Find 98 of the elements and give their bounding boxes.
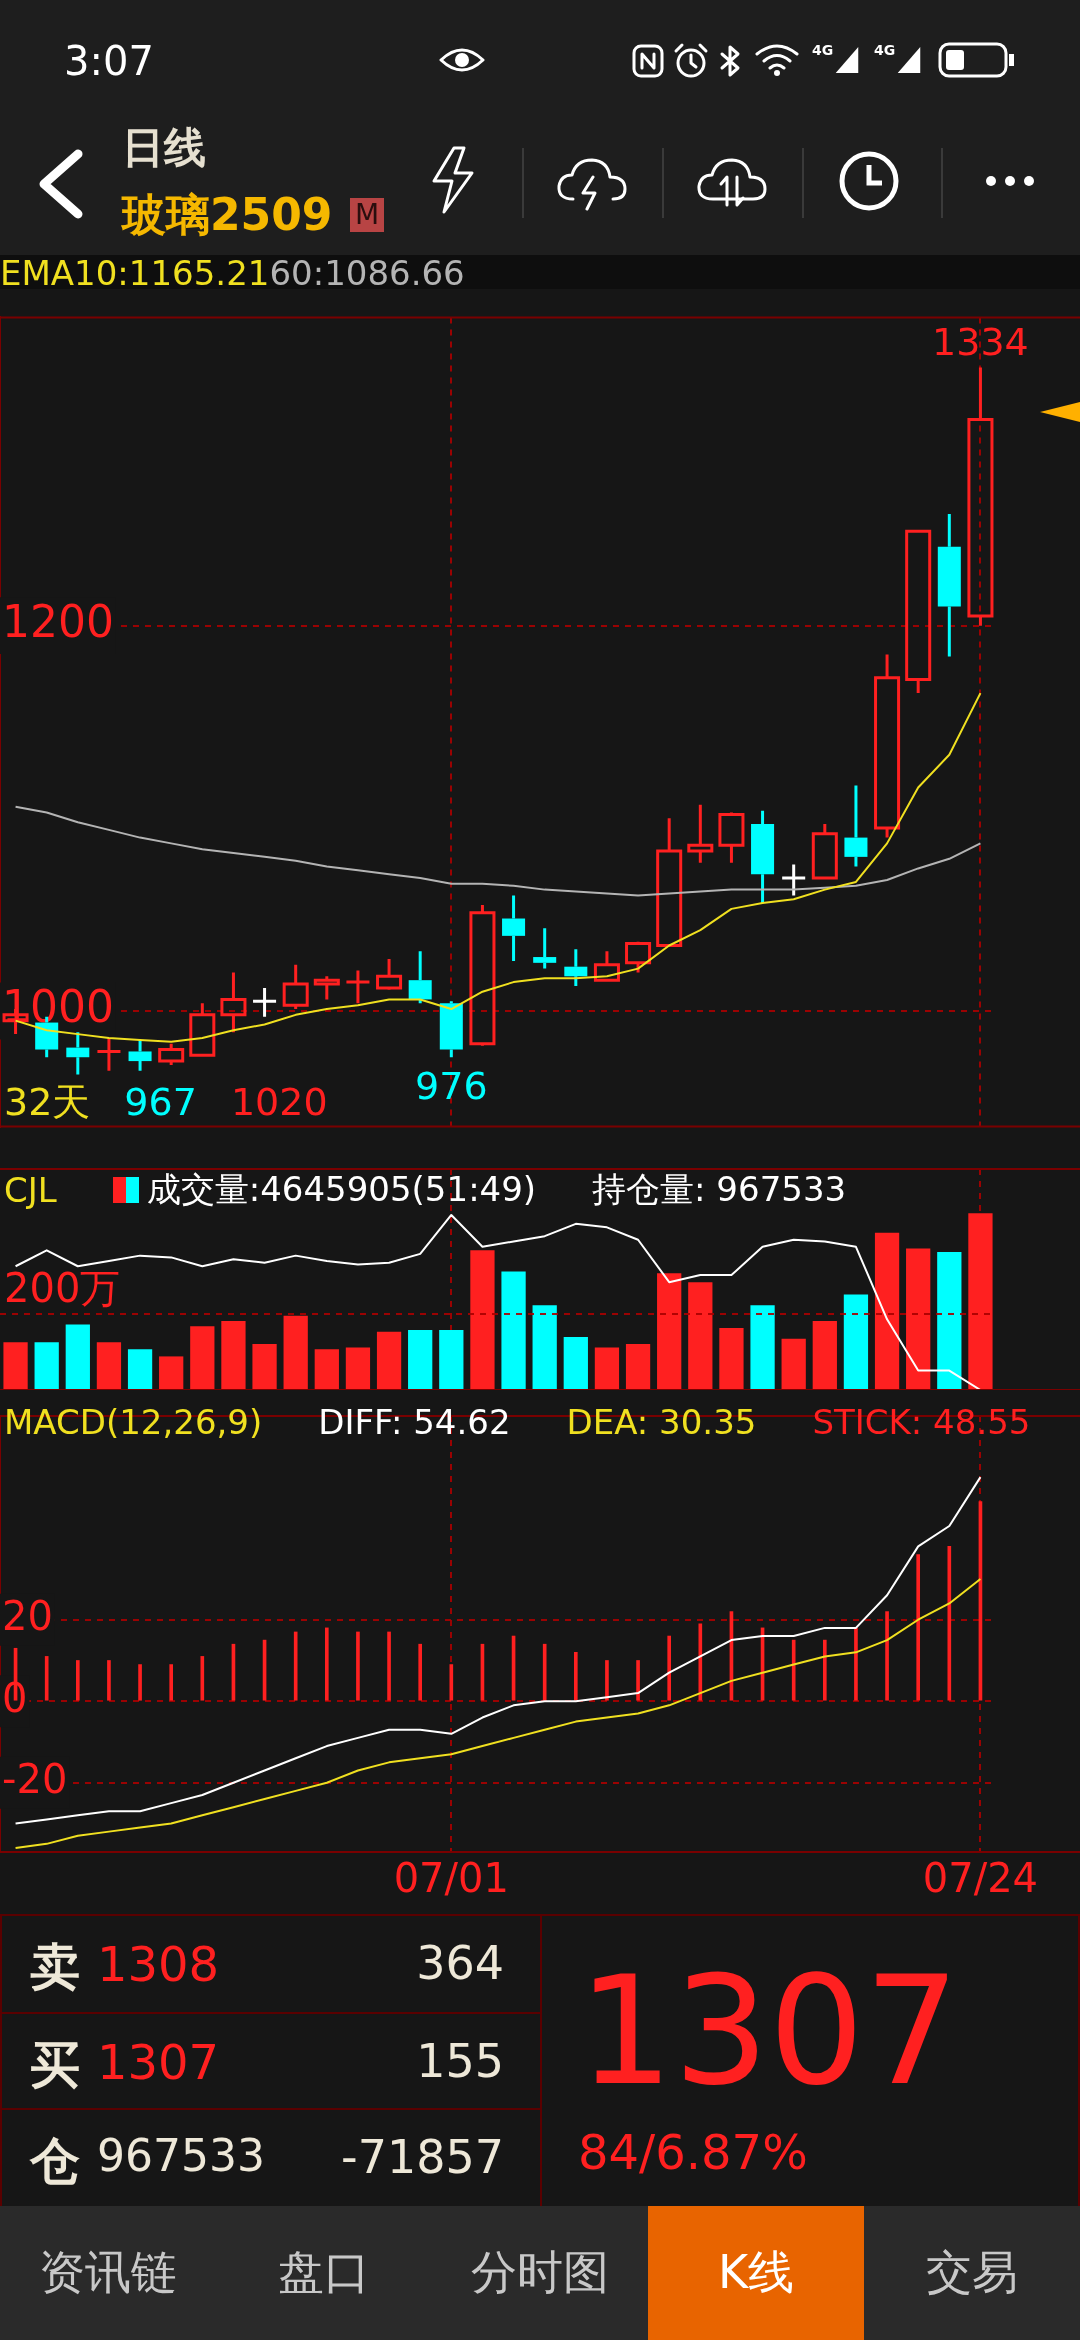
- bar: [44, 1656, 49, 1701]
- bar: [221, 1321, 246, 1390]
- bar: [107, 1660, 111, 1701]
- x-tick-label: 07/01: [393, 1855, 509, 1902]
- bar: [501, 1271, 526, 1390]
- bar: [885, 1611, 889, 1701]
- text: 4G: [874, 42, 896, 58]
- text: 1308: [97, 1936, 220, 1992]
- text: 967533: [97, 2130, 265, 2181]
- bar: [667, 1635, 672, 1701]
- x-tick-label: 07/24: [922, 1855, 1039, 1902]
- y-tick-label: -20: [2, 1756, 68, 1803]
- bar: [947, 1546, 952, 1701]
- text: 60:1086.66: [269, 253, 465, 293]
- bar: [781, 1338, 806, 1390]
- bar: [854, 1627, 858, 1701]
- bar: [573, 1652, 578, 1701]
- text: 玻璃2509: [122, 188, 333, 242]
- bar: [563, 1336, 588, 1390]
- text: 卖: [30, 1937, 80, 1998]
- bar: [324, 1627, 329, 1701]
- bar: [127, 1349, 153, 1390]
- bar: [874, 1232, 900, 1390]
- text: 资讯链: [38, 2244, 178, 2301]
- bar: [252, 1344, 277, 1390]
- annotation: 967: [124, 1079, 197, 1124]
- text: 买: [30, 2035, 80, 2096]
- text: 交易: [925, 2244, 1019, 2301]
- text: 1307: [97, 2034, 220, 2090]
- annotation: 1020: [230, 1079, 328, 1124]
- bar: [408, 1329, 433, 1390]
- bar: [65, 1324, 90, 1390]
- text: 3:07: [64, 38, 154, 84]
- text: 155: [416, 2034, 504, 2088]
- bar: [843, 1294, 869, 1390]
- text: 盘口: [277, 2244, 371, 2301]
- text: 日线: [122, 122, 206, 174]
- text: M: [350, 198, 384, 232]
- text: EMA10:1165.21: [0, 253, 270, 293]
- text: 364: [416, 1936, 504, 1990]
- ref-line-label: 200万: [4, 1265, 121, 1312]
- bar: [719, 1328, 744, 1390]
- text: -71857: [341, 2130, 504, 2184]
- y-tick-label: 1200: [2, 596, 114, 648]
- text: DIFF: 54.62: [318, 1402, 511, 1442]
- bar: [3, 1342, 28, 1390]
- bar: [688, 1282, 713, 1390]
- bar: [937, 1252, 962, 1390]
- bar: [314, 1349, 339, 1390]
- bar: [293, 1631, 298, 1701]
- bar: [698, 1623, 703, 1701]
- text: DEA: 30.35: [566, 1402, 757, 1442]
- chart-title: MACD(12,26,9): [4, 1402, 263, 1442]
- annotation: 1334: [932, 320, 1029, 365]
- bar: [625, 1344, 651, 1390]
- bar: [376, 1331, 402, 1390]
- bar: [916, 1554, 921, 1701]
- bar: [34, 1342, 59, 1390]
- text: STICK: 48.55: [812, 1402, 1031, 1442]
- bar: [605, 1660, 609, 1701]
- bar: [636, 1660, 640, 1701]
- bar: [387, 1631, 391, 1701]
- text: 仓: [30, 2131, 80, 2192]
- bar: [594, 1347, 620, 1390]
- bar: [283, 1315, 308, 1390]
- bar: [968, 1213, 993, 1390]
- bar: [791, 1639, 796, 1701]
- annotation: 976: [415, 1064, 488, 1109]
- bar: [159, 1356, 184, 1390]
- bar: [169, 1664, 174, 1701]
- legend-label: 成交量:4645905(51:49): [146, 1168, 537, 1211]
- y-tick-label: 20: [2, 1593, 53, 1640]
- chart-title: CJL: [4, 1170, 57, 1210]
- bar: [356, 1631, 360, 1701]
- bar: [190, 1326, 215, 1390]
- bar: [822, 1639, 827, 1701]
- bar: [75, 1660, 80, 1701]
- bar: [657, 1273, 682, 1390]
- bar: [532, 1305, 557, 1390]
- bar: [750, 1305, 775, 1390]
- bar: [345, 1347, 371, 1390]
- bar: [138, 1664, 142, 1701]
- text: 分时图: [470, 2244, 610, 2301]
- bar: [96, 1342, 122, 1390]
- y-tick-label: 0: [2, 1674, 28, 1721]
- bar: [418, 1643, 423, 1701]
- bar: [470, 1250, 495, 1390]
- annotation: 32天: [4, 1079, 91, 1124]
- text: K线: [648, 2206, 864, 2340]
- text: 1307: [578, 1944, 960, 2118]
- bar: [439, 1329, 464, 1390]
- bar: [812, 1321, 837, 1390]
- bar: [906, 1248, 931, 1390]
- text: 4G: [812, 42, 834, 58]
- series-label: 持仓量: 967533: [592, 1168, 847, 1211]
- bar: [542, 1643, 547, 1701]
- text: 84/6.87%: [578, 2124, 808, 2180]
- bar: [200, 1656, 205, 1701]
